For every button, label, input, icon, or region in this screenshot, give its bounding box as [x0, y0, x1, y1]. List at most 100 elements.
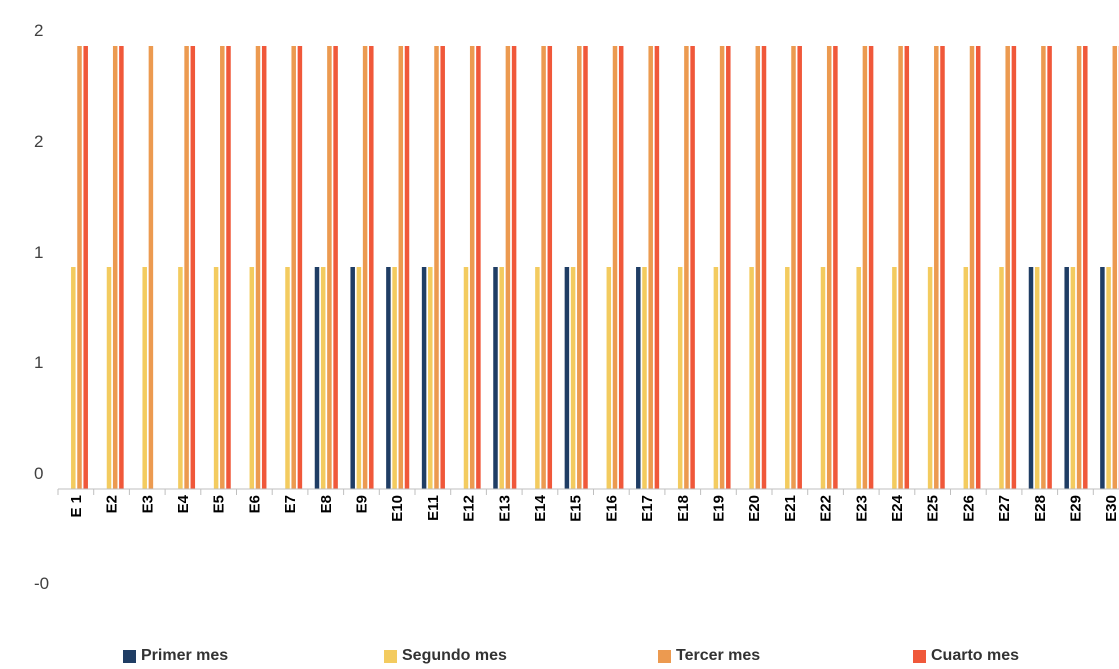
bar [755, 46, 761, 489]
bar [927, 267, 933, 489]
bar [77, 46, 82, 489]
bar [583, 46, 588, 489]
bar [1047, 46, 1052, 489]
legend-label: Segundo mes [402, 647, 507, 664]
bar [226, 46, 231, 489]
bar [547, 46, 553, 489]
bar [719, 46, 725, 489]
bar [713, 267, 719, 489]
bar [577, 46, 582, 489]
x-tick-label: E10 [389, 495, 406, 522]
bar [327, 46, 332, 489]
bar [654, 46, 660, 489]
y-tick-label: 2 [34, 21, 43, 40]
legend-swatch [384, 649, 397, 663]
bar [642, 267, 647, 489]
bar [314, 267, 320, 489]
x-tick-label: E30 [1103, 495, 1119, 522]
bar [1064, 267, 1069, 489]
x-tick-label: E27 [996, 495, 1013, 522]
bar [1041, 46, 1046, 489]
bar [213, 267, 219, 489]
bar [434, 46, 439, 489]
bar [190, 46, 196, 489]
x-tick-label: E19 [710, 495, 727, 522]
bar [570, 267, 576, 489]
y-tick-label: 2 [34, 132, 43, 151]
bar [868, 46, 874, 489]
bar [1028, 267, 1034, 489]
bar [404, 46, 410, 489]
legend-label: Tercer mes [676, 647, 761, 664]
x-tick-label: E16 [603, 495, 620, 522]
bar [1112, 46, 1118, 489]
bar [677, 267, 683, 489]
bar [826, 46, 832, 489]
bar [1076, 46, 1082, 489]
x-tick-label: E9 [353, 495, 370, 513]
bar [606, 267, 612, 489]
bar [726, 46, 731, 489]
x-tick-label: E22 [818, 495, 835, 522]
bar [963, 267, 969, 489]
bar [892, 267, 897, 489]
bar [119, 46, 124, 489]
bar [386, 267, 391, 489]
bar [975, 46, 981, 489]
bar [904, 46, 910, 489]
x-tick-label: E6 [246, 495, 263, 513]
bar [1034, 267, 1040, 489]
bars [71, 46, 1119, 489]
bar [112, 46, 118, 489]
bar [178, 267, 183, 489]
bar [618, 46, 624, 489]
bar [255, 46, 261, 489]
x-tick-label: E13 [496, 495, 513, 522]
x-tick-label: E4 [175, 494, 192, 513]
bar [1005, 46, 1010, 489]
bar [749, 267, 754, 489]
bar [1070, 267, 1076, 489]
bar [333, 46, 338, 489]
x-tick-label: E21 [782, 495, 799, 522]
x-tick-label: E29 [1067, 495, 1084, 522]
bar [106, 267, 112, 489]
x-tick-label: E7 [282, 495, 299, 513]
x-tick-label: E5 [211, 495, 228, 513]
bar [797, 46, 802, 489]
legend-item-primer-mes: Primer mes [123, 647, 228, 665]
bar [934, 46, 939, 489]
bar [1100, 267, 1105, 489]
x-tick-label: E 1 [68, 495, 85, 518]
bar [761, 46, 767, 489]
bar [833, 46, 838, 489]
bar [71, 267, 76, 489]
bar [862, 46, 868, 489]
bar [220, 46, 225, 489]
bar [392, 267, 397, 489]
x-tick-label: E2 [104, 495, 121, 513]
bar [463, 267, 469, 489]
bar [184, 46, 189, 489]
bar [291, 46, 296, 489]
y-tick-label: 0 [34, 464, 43, 483]
x-tick-label: E8 [318, 495, 335, 513]
bar [856, 267, 861, 489]
bar [499, 267, 504, 489]
bar [612, 46, 618, 489]
x-tick-label: E11 [425, 495, 442, 521]
legend-swatch [913, 649, 926, 663]
bar [285, 267, 290, 489]
legend-item-cuarto-mes: Cuarto mes [913, 647, 1019, 665]
bar [505, 46, 511, 489]
x-tick-label: E20 [746, 495, 763, 522]
x-tick-label: E17 [639, 495, 656, 522]
bar [1083, 46, 1088, 489]
y-tick-label: 1 [34, 353, 43, 372]
legend-label: Primer mes [141, 647, 229, 664]
bar [1106, 267, 1111, 489]
legend-label: Cuarto mes [931, 647, 1020, 664]
bar [648, 46, 653, 489]
x-tick-label: E26 [960, 495, 977, 522]
